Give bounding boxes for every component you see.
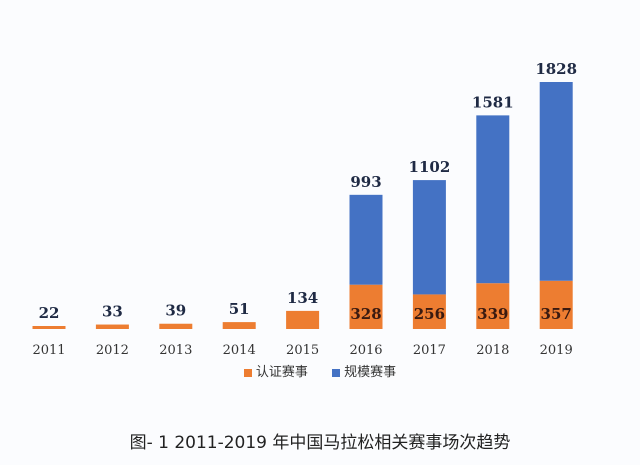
x-tick-label-2013: 2013	[159, 343, 192, 358]
value-label-total-2012: 33	[102, 303, 123, 321]
bar-scale-2017	[412, 180, 446, 295]
legend-item-scale: 规模赛事	[332, 361, 396, 380]
value-label-total-2014: 51	[229, 300, 250, 318]
bar-certified-2015	[286, 310, 320, 329]
x-tick-label-2011: 2011	[32, 343, 65, 358]
legend-swatch-scale	[332, 368, 341, 377]
bar-certified-2016	[349, 284, 383, 329]
bar-certified-2012	[95, 324, 129, 329]
value-label-total-2016: 993	[350, 173, 381, 191]
legend-label-scale: 规模赛事	[344, 365, 397, 380]
value-label-certified-2016: 328	[350, 305, 381, 323]
x-tick-label-2017: 2017	[413, 343, 446, 358]
legend-item-certified: 认证赛事	[243, 361, 308, 380]
value-label-total-2019: 1828	[535, 60, 577, 78]
value-label-total-2011: 22	[39, 304, 60, 322]
value-label-certified-2018: 339	[477, 305, 508, 323]
bar-certified-2013	[159, 323, 193, 329]
legend-swatch-certified	[243, 368, 252, 377]
x-tick-label-2018: 2018	[476, 343, 509, 358]
legend-label-certified: 认证赛事	[255, 365, 308, 380]
value-label-total-2015: 134	[287, 289, 318, 307]
bar-certified-2017	[412, 294, 446, 329]
bar-certified-2019	[539, 280, 573, 329]
x-tick-label-2012: 2012	[96, 343, 129, 358]
bar-certified-2014	[222, 322, 256, 329]
value-label-total-2017: 1102	[409, 158, 451, 176]
value-label-certified-2019: 357	[541, 305, 572, 323]
x-tick-label-2019: 2019	[540, 343, 573, 358]
value-label-certified-2017: 256	[414, 305, 445, 323]
x-tick-label-2016: 2016	[349, 343, 382, 358]
chart-title: 图- 1 2011-2019 年中国马拉松相关赛事场次趋势	[129, 433, 511, 453]
x-tick-label-2014: 2014	[223, 343, 256, 358]
x-tick-label-2015: 2015	[286, 343, 319, 358]
bar-scale-2018	[476, 115, 510, 284]
value-label-total-2013: 39	[165, 302, 186, 320]
bar-scale-2019	[539, 82, 573, 281]
legend: 认证赛事 规模赛事	[0, 361, 640, 380]
value-label-total-2018: 1581	[472, 93, 514, 111]
bar-certified-2018	[476, 283, 510, 329]
bar-scale-2016	[349, 194, 383, 285]
bar-certified-2011	[32, 326, 66, 329]
